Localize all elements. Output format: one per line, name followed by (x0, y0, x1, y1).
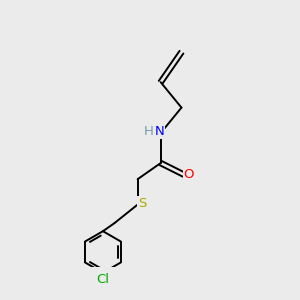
Text: S: S (139, 197, 147, 210)
Text: H: H (144, 125, 154, 138)
Text: Cl: Cl (96, 273, 110, 286)
Text: O: O (184, 168, 194, 181)
Text: N: N (155, 125, 164, 138)
